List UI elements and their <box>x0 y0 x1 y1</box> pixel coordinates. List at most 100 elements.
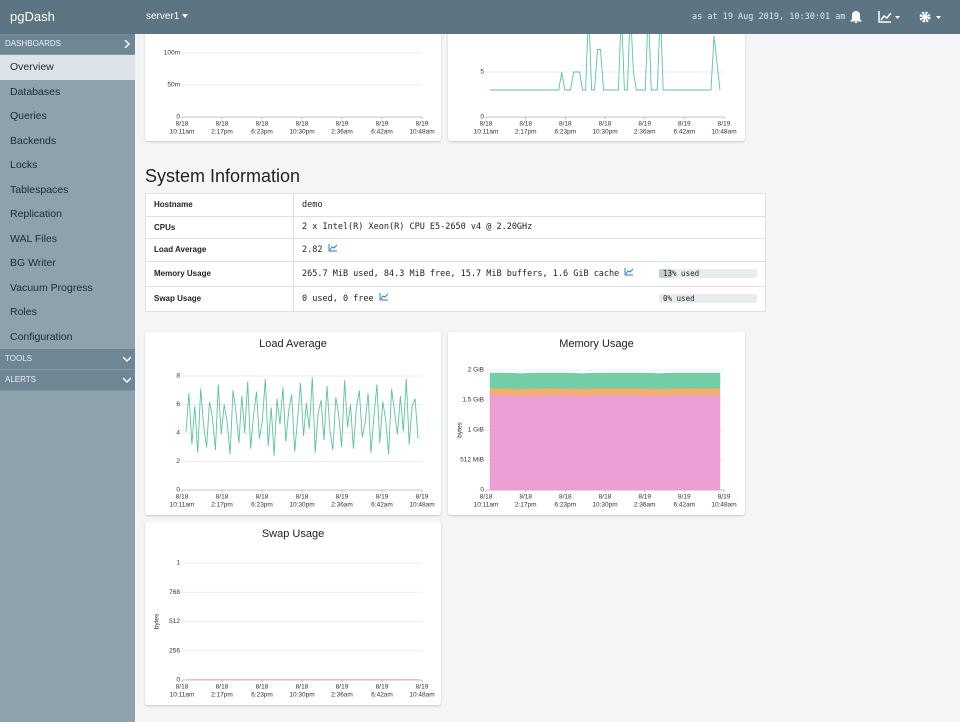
x-tick-time: 10:30pm <box>289 129 314 136</box>
x-tick-time: 10:11am <box>170 692 195 699</box>
y-tick-label: 0 <box>176 114 180 121</box>
menu-item[interactable]: Vacuum Progress <box>10 281 93 294</box>
menu-item[interactable]: Locks <box>10 159 38 171</box>
chevron <box>124 40 130 48</box>
x-tick-time: 2:36am <box>331 129 353 136</box>
x-tick-time: 6:23pm <box>554 502 576 509</box>
y-tick-label: 4 <box>176 430 180 437</box>
menu-item[interactable]: Configuration <box>10 330 73 343</box>
series-area <box>489 394 721 491</box>
x-tick-time: 2:36am <box>331 502 353 509</box>
value-text: 265.7 MiB used, 84.3 MiB free, 15.7 MiB … <box>302 269 620 279</box>
section[interactable]: DASHBOARDS <box>0 34 135 55</box>
y-tick-label: 2 <box>176 458 180 465</box>
x-tick-date: 8/18 <box>176 121 189 128</box>
y-axis-label: bytes <box>457 421 464 437</box>
x-tick-time: 10:11am <box>474 502 499 509</box>
x-tick-time: 10:30pm <box>289 692 314 699</box>
menu-item[interactable]: Replication <box>10 208 62 220</box>
x-tick-date: 8/19 <box>416 684 429 691</box>
x-tick-time: 2:36am <box>634 129 656 136</box>
x-tick-date: 8/19 <box>678 494 691 501</box>
row: Hostname demo <box>145 193 766 217</box>
chart-icon[interactable] <box>379 293 389 301</box>
x-tick-time: 2:17pm <box>211 129 233 136</box>
x-tick-time: 2:17pm <box>211 502 233 509</box>
menu-item[interactable]: Overview <box>0 55 135 80</box>
x-tick-time: 10:48am <box>409 129 434 136</box>
x-tick-date: 8/18 <box>599 494 612 501</box>
x-tick-time: 10:48am <box>711 129 736 136</box>
x-tick-date: 8/18 <box>256 121 269 128</box>
y-tick-label: 1 <box>176 560 180 567</box>
menu-item[interactable]: Roles <box>10 306 37 318</box>
label: Memory Usage <box>145 260 294 287</box>
timestamp: as at 19 Aug 2019, 10:30:01 am <box>692 12 846 22</box>
x-tick-date: 8/19 <box>376 121 389 128</box>
x-tick-date: 8/18 <box>599 121 612 128</box>
usage-label: 0% used <box>663 293 695 303</box>
chart-title: Load Average <box>259 338 327 350</box>
x-tick-date: 8/19 <box>336 121 349 128</box>
header-icons[interactable] <box>848 9 948 25</box>
chart-icon[interactable] <box>624 268 634 276</box>
y-tick-label: 1 GiB <box>468 427 484 434</box>
chart-icon[interactable] <box>328 244 337 252</box>
series-area <box>489 372 721 389</box>
value-text: 0 used, 0 free <box>302 294 374 304</box>
system-info-table: Hostname demo CPUs 2 x Intel(R) Xeon(R) CP… <box>145 193 766 312</box>
x-tick-time: 6:42am <box>371 692 393 699</box>
chart-title: Memory Usage <box>559 338 634 350</box>
value-text: demo <box>302 199 323 210</box>
x-tick-date: 8/19 <box>416 494 429 501</box>
x-tick-time: 10:30pm <box>289 502 314 509</box>
series-line <box>185 377 419 456</box>
server-select[interactable]: server1 <box>146 11 180 22</box>
section[interactable]: TOOLS <box>0 349 135 370</box>
x-tick-time: 6:42am <box>673 502 695 509</box>
menu-item[interactable]: BG Writer <box>10 257 56 269</box>
x-tick-date: 8/19 <box>376 684 389 691</box>
section[interactable]: ALERTS <box>0 370 135 391</box>
y-tick-label: 100m <box>164 50 180 57</box>
y-tick-label: 2 GiB <box>468 367 484 374</box>
menu: Overview Databases Queries Backends Locks Tab… <box>0 55 135 349</box>
x-tick-time: 6:42am <box>673 129 695 136</box>
row: CPUs 2 x Intel(R) Xeon(R) CPU E5-2650 v4 … <box>145 215 766 239</box>
x-tick-time: 2:17pm <box>515 502 537 509</box>
x-tick-date: 8/18 <box>519 494 532 501</box>
series-line <box>490 27 721 91</box>
y-tick-label: 0 <box>480 487 484 494</box>
x-tick-date: 8/18 <box>216 121 229 128</box>
x-tick-date: 8/18 <box>216 494 229 501</box>
x-tick-date: 8/18 <box>296 494 309 501</box>
menu-item[interactable]: Databases <box>10 85 61 98</box>
x-tick-time: 2:17pm <box>211 692 233 699</box>
x-tick-date: 8/18 <box>480 494 493 501</box>
x-tick-date: 8/18 <box>296 121 309 128</box>
x-tick-time: 2:36am <box>634 502 656 509</box>
y-tick-label: 6 <box>176 401 180 408</box>
chevron <box>123 377 131 383</box>
x-tick-time: 10:11am <box>170 502 195 509</box>
y-tick-label: 1.5 GiB <box>462 397 484 404</box>
row: Swap Usage 0 used, 0 free 0% used <box>145 285 766 312</box>
x-tick-date: 8/19 <box>336 494 349 501</box>
menu-item[interactable]: Tablespaces <box>10 183 69 196</box>
caret <box>182 14 188 18</box>
menu-item[interactable]: Backends <box>10 134 57 147</box>
x-tick-date: 8/18 <box>256 684 269 691</box>
menu-item[interactable]: WAL Files <box>10 232 58 245</box>
usage-bar: 0% used <box>659 293 757 303</box>
x-tick-time: 10:30pm <box>592 129 617 136</box>
x-tick-time: 10:48am <box>711 502 736 509</box>
section-title: TOOLS <box>5 354 32 363</box>
section-title: System Information <box>145 166 301 186</box>
x-tick-time: 10:30pm <box>592 502 617 509</box>
brand[interactable]: pgDash <box>10 9 55 24</box>
label: Hostname <box>145 193 294 217</box>
menu-item[interactable]: Queries <box>10 110 47 122</box>
y-tick-label: 256 <box>169 647 180 654</box>
x-tick-date: 8/18 <box>216 684 229 691</box>
